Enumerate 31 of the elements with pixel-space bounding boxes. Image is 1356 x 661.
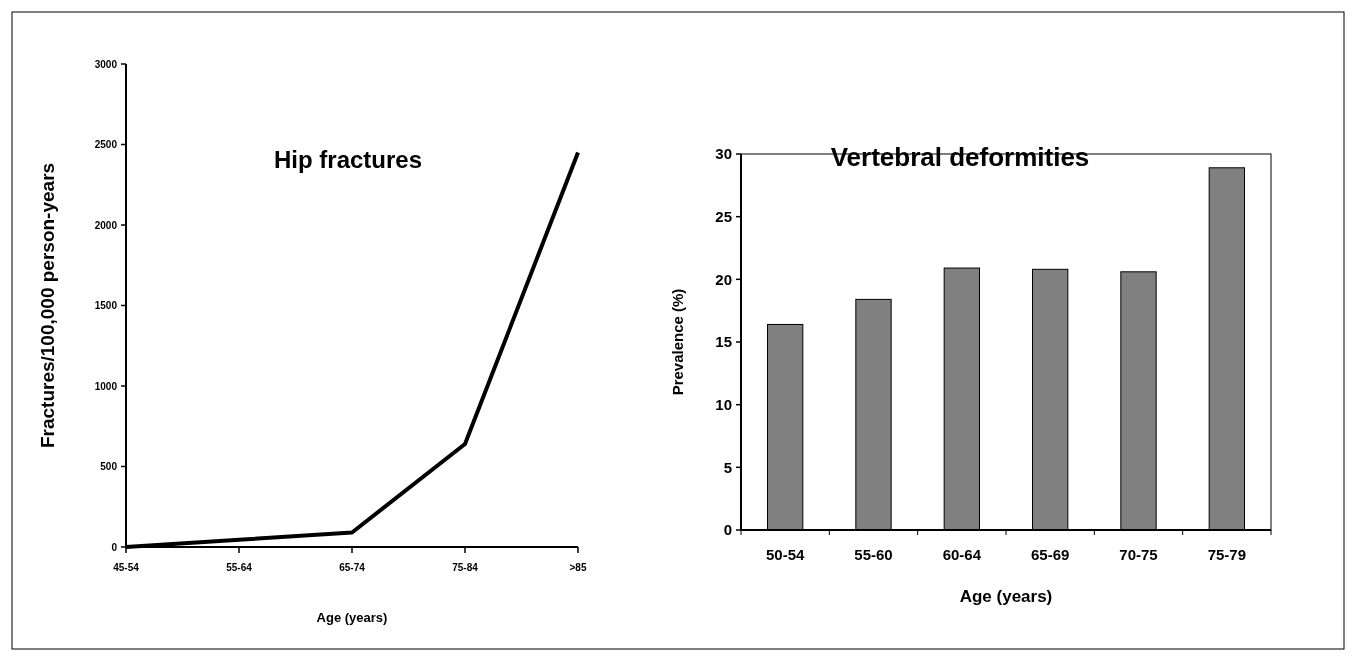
y-tick-label: 10: [715, 395, 732, 413]
y-axis-title: Fractures/100,000 person-years: [37, 162, 58, 449]
x-axis-title: Age (years): [316, 610, 388, 625]
y-tick-label: 2500: [94, 139, 118, 150]
x-tick-label: 45-54: [113, 562, 140, 573]
y-tick-label: 1500: [94, 300, 118, 311]
y-tick-label: 20: [715, 270, 732, 288]
x-tick-label: 55-60: [854, 546, 893, 563]
y-tick-label: 2000: [94, 219, 118, 231]
y-tick-label: 0: [111, 541, 118, 553]
y-tick-label: 5: [723, 458, 732, 476]
y-tick-label: 15: [715, 333, 732, 351]
x-tick-label: 75-84: [452, 562, 479, 573]
y-tick-label: 1000: [94, 380, 118, 392]
x-tick-label: 50-54: [765, 546, 805, 563]
chart-title: Vertebral deformities: [830, 142, 1090, 172]
y-axis-title: Prevalence (%): [669, 288, 686, 396]
x-tick-label: 60-64: [942, 546, 982, 563]
x-tick-label: >85: [569, 562, 587, 573]
x-tick-label: 70-75: [1119, 546, 1158, 563]
y-tick-label: 25: [715, 207, 732, 225]
x-tick-label: 65-69: [1030, 546, 1070, 563]
text: Hip fractures: [273, 146, 423, 173]
x-tick-label: 65-74: [339, 562, 366, 573]
y-tick-label: 0: [723, 521, 732, 539]
x-tick-label: 55-64: [226, 562, 253, 573]
x-tick-label: 75-79: [1207, 546, 1247, 563]
y-tick-label: 30: [715, 145, 732, 163]
x-axis-title: Age (years): [959, 587, 1053, 606]
y-tick-label: 500: [100, 461, 118, 472]
y-tick-label: 3000: [94, 58, 118, 70]
